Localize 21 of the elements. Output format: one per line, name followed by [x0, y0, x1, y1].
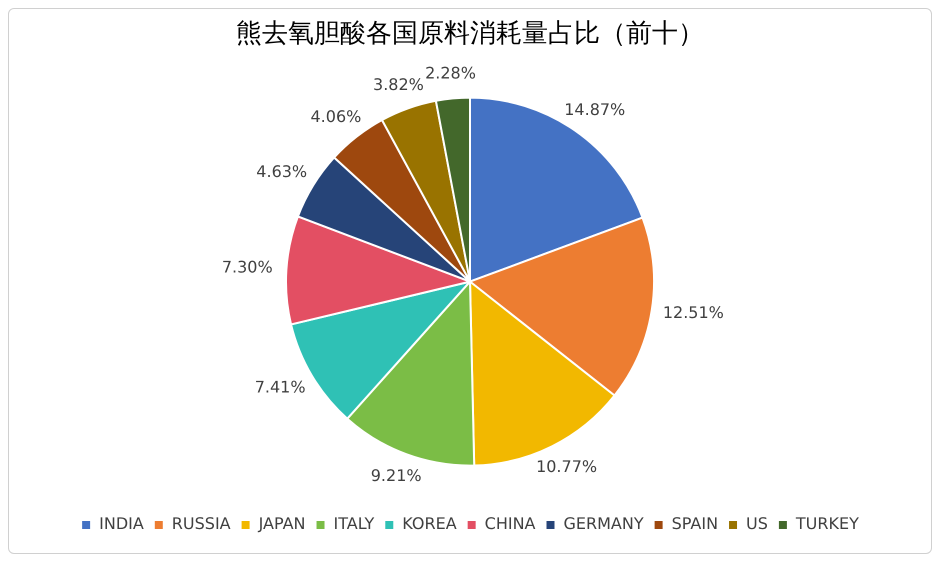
legend-label: RUSSIA: [172, 514, 231, 534]
legend-label: SPAIN: [672, 514, 718, 534]
data-label: 9.21%: [370, 466, 422, 485]
legend-label: ITALY: [334, 514, 375, 534]
legend-label: CHINA: [484, 514, 536, 534]
data-label: 7.41%: [254, 377, 306, 396]
legend-label: INDIA: [99, 514, 144, 534]
data-label: 2.28%: [425, 64, 476, 83]
data-label: 4.06%: [310, 107, 362, 126]
data-label: 12.51%: [662, 303, 724, 322]
legend-label: KOREA: [402, 514, 457, 534]
data-label: 14.87%: [564, 100, 626, 119]
chart-title: 熊去氧胆酸各国原料消耗量占比（前十）: [236, 18, 704, 48]
data-label: 10.77%: [536, 456, 598, 476]
legend-label: TURKEY: [794, 514, 860, 534]
legend-label: GERMANY: [564, 514, 644, 534]
legend-label: JAPAN: [258, 514, 306, 534]
data-label: 4.63%: [256, 162, 308, 181]
data-label: 3.82%: [373, 74, 424, 94]
legend-label: US: [746, 514, 768, 534]
data-label: 7.30%: [222, 258, 273, 277]
